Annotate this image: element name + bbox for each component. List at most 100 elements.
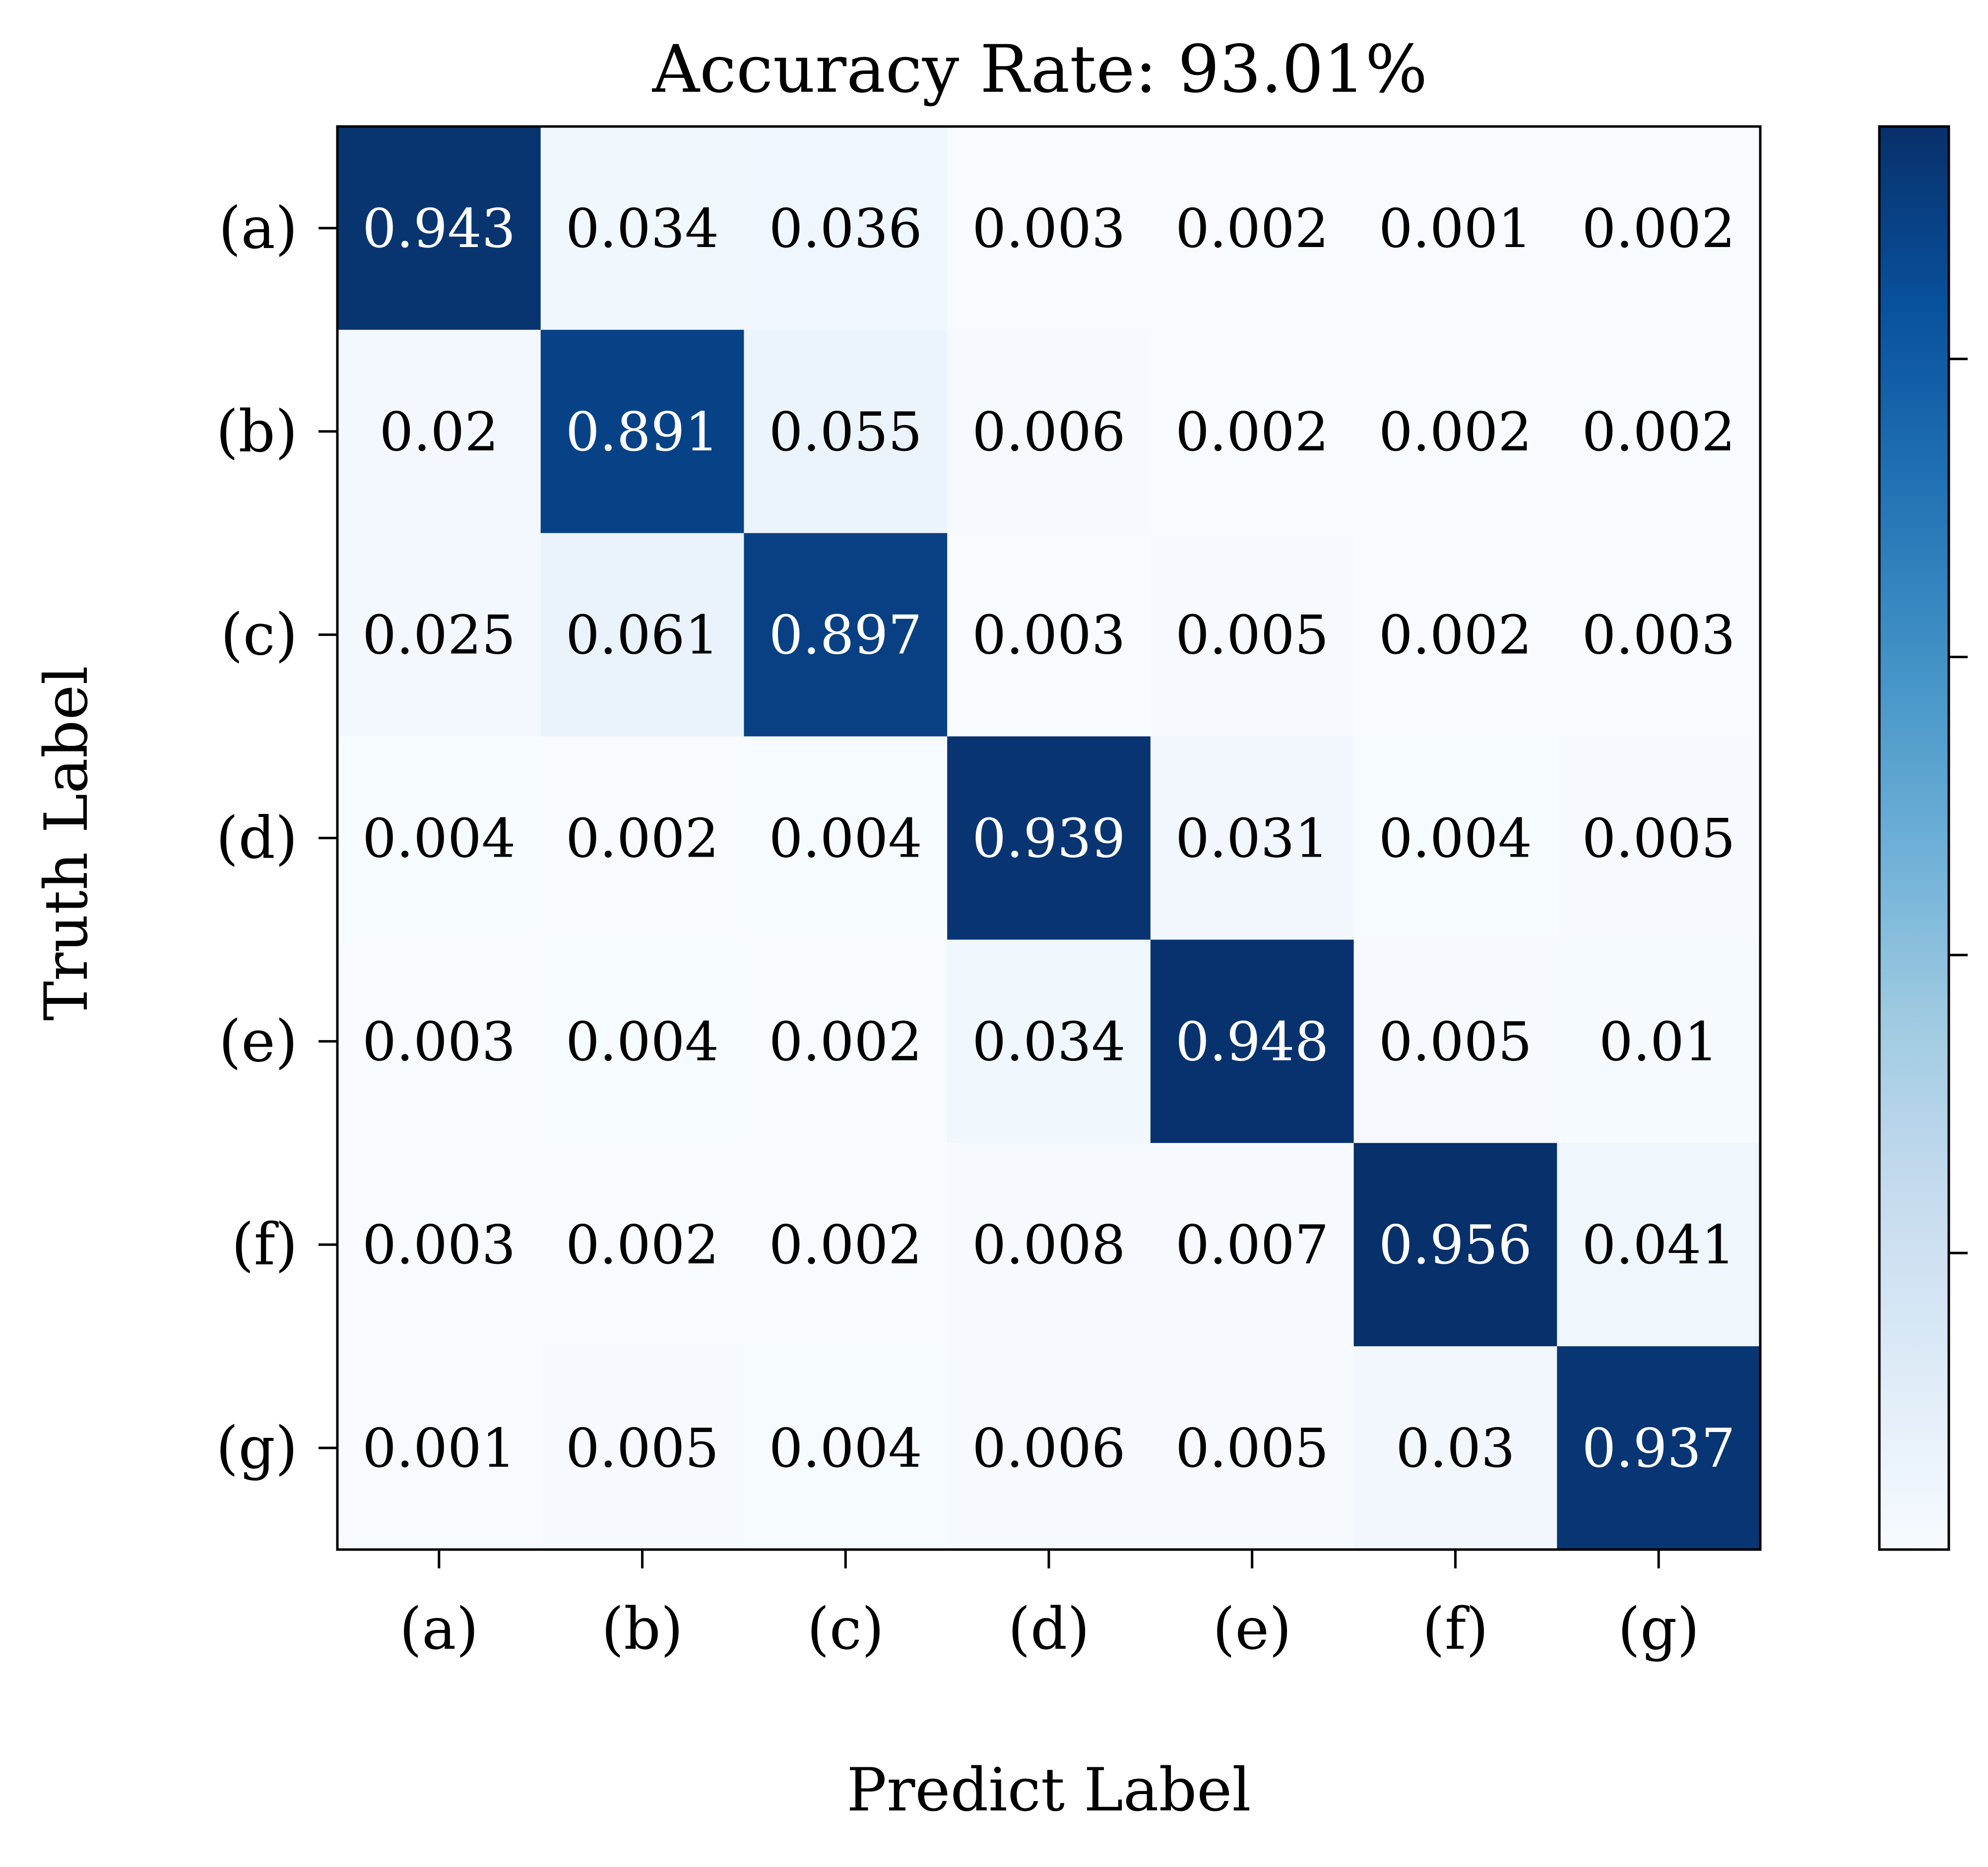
chart-title: Accuracy Rate: 93.01% (652, 31, 1427, 108)
y-axis-label: Truth Label (32, 666, 101, 1021)
cell-value-label: 0.003 (972, 198, 1125, 260)
cell-value-label: 0.891 (566, 401, 719, 463)
heatmap-cell (540, 126, 745, 330)
cell-value-label: 0.025 (362, 605, 515, 667)
cell-value-label: 0.055 (769, 401, 922, 463)
cell-value-label: 0.005 (1379, 1011, 1532, 1073)
heatmap-cell (1353, 736, 1558, 940)
cell-value-label: 0.002 (1379, 605, 1532, 667)
cell-value-label: 0.006 (972, 1418, 1125, 1480)
cell-value-label: 0.002 (1582, 401, 1735, 463)
cell-value-label: 0.004 (362, 808, 515, 870)
x-axis-ticks: (a) (b) (c) (d) (e) (f) (g) (399, 1550, 1700, 1663)
heatmap-cell (1557, 329, 1761, 534)
heatmap-cell (1150, 329, 1354, 534)
heatmap-cell (540, 329, 745, 534)
heatmap-cell (1150, 1346, 1354, 1550)
x-axis-label: Predict Label (846, 1756, 1251, 1825)
y-axis-ticks: (a) (b) (c) (d) (e) (f) (g) (216, 195, 337, 1482)
heatmap-cell (337, 533, 541, 737)
heatmap-cells (337, 126, 1761, 1550)
heatmap-cell (540, 939, 745, 1144)
heatmap-cell (1150, 533, 1354, 737)
cell-value-label: 0.002 (566, 808, 719, 870)
x-tick-label: (g) (1618, 1596, 1700, 1663)
cell-value-label: 0.948 (1175, 1011, 1329, 1073)
cell-value-label: 0.001 (1379, 198, 1532, 260)
heatmap-cell (337, 939, 541, 1144)
heatmap-cell (540, 533, 745, 737)
cell-value-label: 0.943 (362, 198, 515, 260)
cell-value-label: 0.956 (1379, 1214, 1532, 1276)
heatmap-cell (337, 1143, 541, 1347)
heatmap-cell (947, 1143, 1151, 1347)
cell-value-labels: 0.943 0.034 0.036 0.003 0.002 0.001 0.002 0.02 0… (362, 198, 1735, 1480)
heatmap-cell (947, 939, 1151, 1144)
heatmap-cell (337, 126, 541, 330)
colorbar-ticks (1949, 358, 1968, 1254)
cell-value-label: 0.005 (1582, 808, 1735, 870)
cell-value-label: 0.002 (1379, 401, 1532, 463)
x-tick-label: (a) (399, 1596, 479, 1663)
heatmap-cell (744, 126, 948, 330)
heatmap-cell (1353, 1143, 1558, 1347)
heatmap-cell (1557, 939, 1761, 1144)
heatmap-cell (1353, 939, 1558, 1144)
heatmap-cell (1150, 1143, 1354, 1347)
y-tick-label: (d) (216, 805, 298, 872)
cell-value-label: 0.004 (566, 1011, 719, 1073)
cell-value-label: 0.004 (769, 808, 922, 870)
cell-value-label: 0.031 (1175, 808, 1329, 870)
x-tick-label: (d) (1008, 1596, 1090, 1663)
heatmap-cell (947, 1346, 1151, 1550)
heatmap-cell (540, 1143, 745, 1347)
cell-value-label: 0.002 (1175, 401, 1329, 463)
heatmap-cell (1557, 736, 1761, 940)
cell-value-label: 0.061 (566, 605, 719, 667)
cell-value-label: 0.03 (1396, 1418, 1515, 1480)
heatmap-cell (1353, 533, 1558, 737)
y-tick-label: (b) (216, 398, 298, 465)
cell-value-label: 0.034 (566, 198, 719, 260)
cell-value-label: 0.005 (1175, 1418, 1329, 1480)
cell-value-label: 0.006 (972, 401, 1125, 463)
heatmap-cell (1557, 1143, 1761, 1347)
y-tick-label: (e) (219, 1008, 298, 1075)
x-tick-label: (b) (601, 1596, 683, 1663)
cell-value-label: 0.007 (1175, 1214, 1329, 1276)
cell-value-label: 0.004 (769, 1418, 922, 1480)
cell-value-label: 0.002 (769, 1011, 922, 1073)
cell-value-label: 0.002 (566, 1214, 719, 1276)
heatmap-cell (947, 533, 1151, 737)
heatmap-cell (947, 329, 1151, 534)
heatmap-cell (1353, 126, 1558, 330)
cell-value-label: 0.002 (769, 1214, 922, 1276)
cell-value-label: 0.034 (972, 1011, 1125, 1073)
heatmap-cell (744, 1143, 948, 1347)
cell-value-label: 0.008 (972, 1214, 1125, 1276)
cell-value-label: 0.003 (362, 1011, 515, 1073)
heatmap-cell (337, 1346, 541, 1550)
y-tick-label: (f) (232, 1211, 298, 1278)
cell-value-label: 0.036 (769, 198, 922, 260)
cell-value-label: 0.005 (566, 1418, 719, 1480)
cell-value-label: 0.897 (769, 605, 922, 667)
heatmap-cell (1150, 939, 1354, 1144)
x-tick-label: (c) (807, 1596, 884, 1663)
heatmap-cell (1557, 1346, 1761, 1550)
heatmap-cell (1353, 1346, 1558, 1550)
cell-value-label: 0.003 (972, 605, 1125, 667)
heatmap-cell (744, 1346, 948, 1550)
heatmap-cell (1557, 533, 1761, 737)
cell-value-label: 0.002 (1582, 198, 1735, 260)
cell-value-label: 0.041 (1582, 1214, 1735, 1276)
colorbar (1878, 125, 1950, 1551)
y-tick-label: (g) (216, 1415, 298, 1482)
heatmap-cell (947, 736, 1151, 940)
cell-value-label: 0.002 (1175, 198, 1329, 260)
cell-value-label: 0.937 (1582, 1418, 1735, 1480)
cell-value-label: 0.003 (1582, 605, 1735, 667)
heatmap-cell (540, 736, 745, 940)
heatmap-cell (744, 939, 948, 1144)
